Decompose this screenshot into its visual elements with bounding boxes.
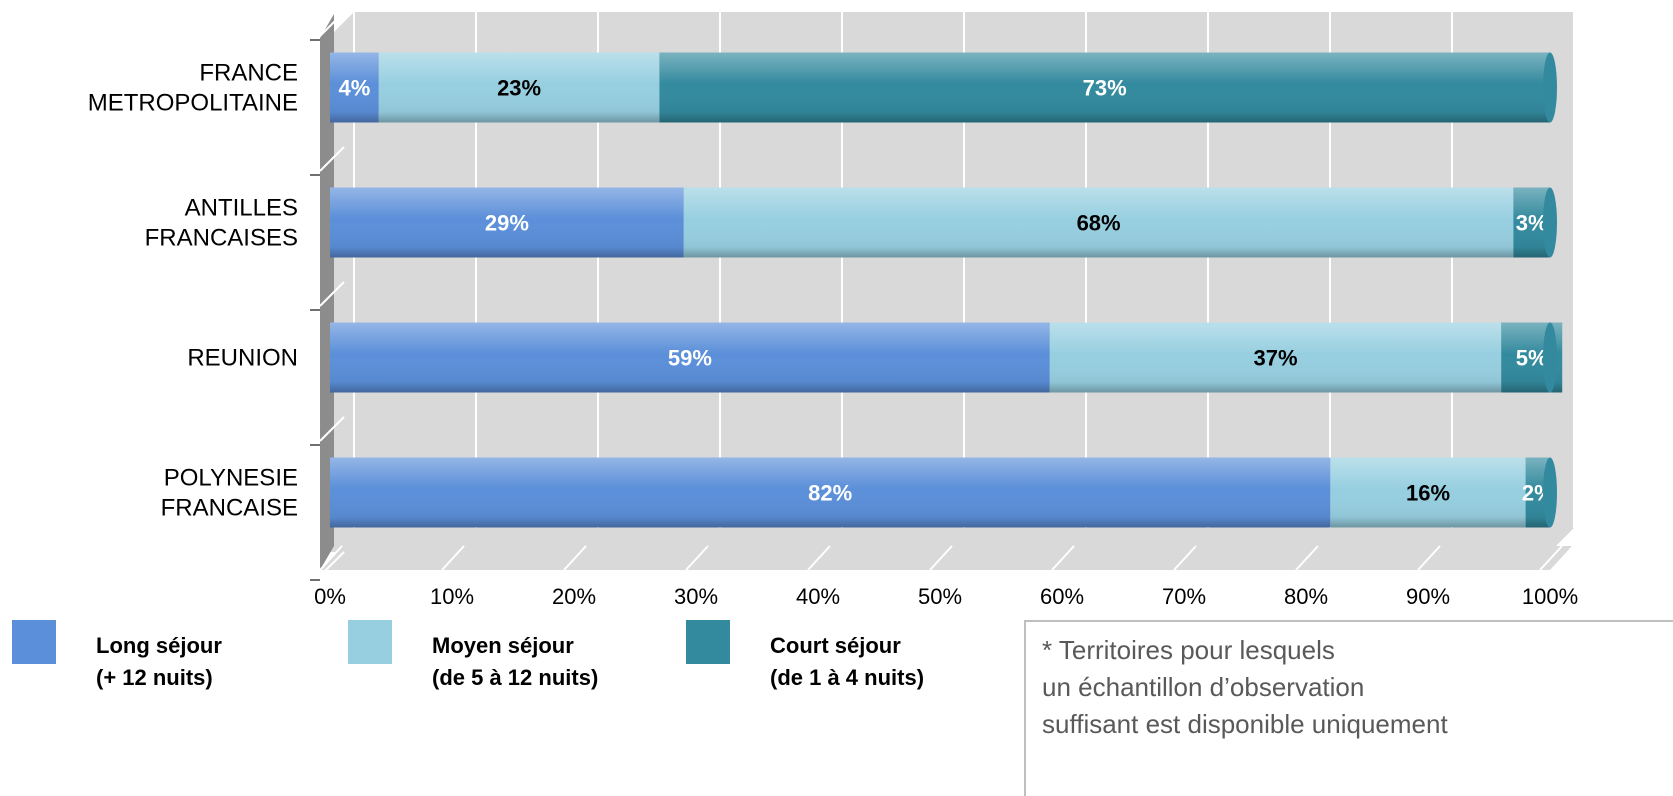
x-tick-label: 70% (1162, 584, 1206, 609)
shelf-line (319, 551, 345, 577)
floor-gridline (1173, 545, 1197, 571)
category-label: FRANCE (199, 60, 298, 87)
bar-segment-shading (1049, 322, 1502, 393)
legend-label-long-sejour: Long séjour (+ 12 nuits) (96, 633, 222, 690)
bar-group: 82% 16% 2% (330, 457, 1557, 528)
x-tick-label: 40% (796, 584, 840, 609)
floor-gridline (319, 545, 343, 571)
floor-gridline (1295, 545, 1319, 571)
x-tick-label: 90% (1406, 584, 1450, 609)
data-label: 23% (497, 76, 541, 101)
shelf-line (319, 146, 345, 172)
bar-end-cap (1543, 52, 1557, 123)
plot-floor (320, 546, 1572, 570)
bar-segment-shading (330, 187, 684, 258)
x-tick-label: 0% (314, 584, 346, 609)
bar-segment-shading (330, 457, 1331, 528)
bar-group: 59% 37% 5% (330, 322, 1563, 393)
data-label: 82% (808, 481, 852, 506)
footnote-line-3: suffisant est disponible uniquement (1042, 709, 1448, 739)
plot-back-wall (330, 12, 1574, 552)
footnote-line-1: * Territoires pour lesquels (1042, 635, 1335, 665)
category-label: REUNION (187, 345, 298, 372)
x-tick-label: 50% (918, 584, 962, 609)
floor-gridline (563, 545, 587, 571)
category-label: METROPOLITAINE (88, 90, 298, 117)
data-label: 4% (339, 76, 371, 101)
floor-gridline (441, 545, 465, 571)
bar-end-cap (1543, 187, 1557, 258)
footnote-line-2: un échantillon d’observation (1042, 672, 1365, 702)
data-label: 37% (1253, 346, 1297, 371)
data-label: 73% (1083, 76, 1127, 101)
floor-gridline (1417, 545, 1441, 571)
data-label: 5% (1516, 346, 1548, 371)
category-label: FRANCAISE (161, 495, 298, 522)
bar-end-cap (1543, 322, 1557, 393)
bar-segment-shading (1330, 457, 1526, 528)
x-tick-label: 20% (552, 584, 596, 609)
shelf-line (319, 11, 345, 37)
x-tick-label: 10% (430, 584, 474, 609)
data-label: 29% (485, 211, 529, 236)
legend-swatch-long-sejour (12, 620, 56, 664)
footnote-box: * Territoires pour lesquels un échantill… (1024, 620, 1673, 796)
legend-label-moyen-sejour: Moyen séjour (de 5 à 12 nuits) (432, 633, 599, 690)
bar-segment-shading (659, 52, 1550, 123)
bar-segment-shading (683, 187, 1514, 258)
stacked-bar-chart: 4% 23% 73% FRANCE METROPOLITAINE 29% 68% 3% ANTI… (88, 11, 1578, 609)
floor-gridline (807, 545, 831, 571)
bar-end-cap (1543, 457, 1557, 528)
data-label: 16% (1406, 481, 1450, 506)
x-tick-label: 100% (1522, 584, 1578, 609)
floor-gridline (1051, 545, 1075, 571)
legend-swatch-moyen-sejour (348, 620, 392, 664)
shelf-line (319, 416, 345, 442)
category-label: FRANCAISES (145, 225, 298, 252)
bar-segment-shading (330, 322, 1050, 393)
data-label: 59% (668, 346, 712, 371)
x-tick-label: 60% (1040, 584, 1084, 609)
bar-group: 4% 23% 73% (330, 52, 1557, 123)
category-label: ANTILLES (185, 195, 298, 222)
floor-gridline (929, 545, 953, 571)
shelf-line (319, 281, 345, 307)
x-tick-label: 80% (1284, 584, 1328, 609)
legend-swatch-court-sejour (686, 620, 730, 664)
data-label: 3% (1516, 211, 1548, 236)
legend-label-court-sejour: Court séjour (de 1 à 4 nuits) (770, 633, 925, 690)
category-label: POLYNESIE (164, 465, 298, 492)
bar-segment-shading (330, 52, 379, 123)
floor-gridline (1539, 545, 1563, 571)
bar-segment-shading (378, 52, 660, 123)
data-label: 68% (1077, 211, 1121, 236)
x-tick-label: 30% (674, 584, 718, 609)
floor-gridline (685, 545, 709, 571)
bar-group: 29% 68% 3% (330, 187, 1557, 258)
